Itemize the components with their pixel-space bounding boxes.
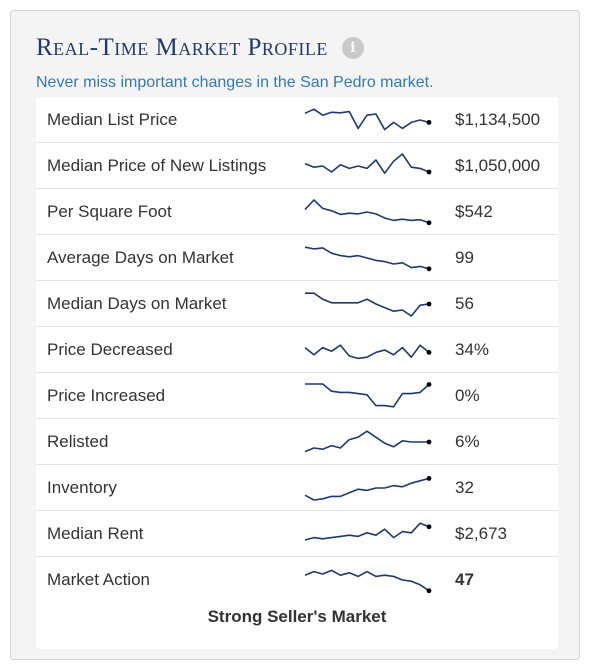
metric-row[interactable]: Relisted 6% xyxy=(36,419,558,465)
metric-value: $542 xyxy=(455,202,493,221)
metric-label: Market Action xyxy=(47,570,150,589)
sparkline-path xyxy=(304,153,430,175)
trend-sparkline xyxy=(304,246,432,272)
sparkline-path xyxy=(305,292,430,317)
metric-value: 34% xyxy=(455,340,490,359)
metric-row[interactable]: Per Square Foot $542 xyxy=(36,189,558,235)
trend-sparkline xyxy=(304,108,432,131)
sparkline-end-dot xyxy=(426,439,432,445)
sparkline-path xyxy=(304,569,430,592)
title-row: Real-Time Market Profile i xyxy=(36,33,364,63)
metric-label: Inventory xyxy=(47,478,117,497)
metric-value: $1,050,000 xyxy=(455,156,541,175)
metric-value: 56 xyxy=(455,294,474,313)
metric-label: Price Increased xyxy=(47,386,166,405)
metric-value: 6% xyxy=(455,432,480,451)
trend-sparkline xyxy=(304,569,432,594)
metric-value: 99 xyxy=(455,248,474,267)
metric-label: Median Days on Market xyxy=(47,294,227,313)
metric-label: Median List Price xyxy=(47,110,178,129)
sparkline-end-dot xyxy=(426,476,432,481)
sparkline-end-dot xyxy=(426,220,432,226)
metrics-card: Median List Price $1,134,500 Median Price … xyxy=(36,97,558,649)
sparkline-end-dot xyxy=(426,382,432,387)
metric-row[interactable]: Median Rent $2,673 xyxy=(36,511,558,557)
metric-row[interactable]: Price Increased 0% xyxy=(36,373,558,419)
metric-row[interactable]: Median Price of New Listings $1,050,000 xyxy=(36,143,558,189)
metric-row[interactable]: Inventory 32 xyxy=(36,465,558,511)
metric-label: Median Rent xyxy=(47,524,144,543)
metric-label: Per Square Foot xyxy=(47,202,172,221)
sparkline-path xyxy=(304,344,430,360)
trend-sparkline xyxy=(304,522,432,541)
sparkline-path xyxy=(304,430,429,453)
info-icon[interactable]: i xyxy=(341,37,364,59)
sparkline-end-dot xyxy=(426,120,432,125)
sparkline-path xyxy=(304,246,430,270)
metric-value: $2,673 xyxy=(455,524,507,543)
widget-title: Real-Time Market Profile xyxy=(36,34,328,61)
sparkline-end-dot xyxy=(426,301,432,307)
metric-value: 0% xyxy=(455,386,480,405)
sparkline-path xyxy=(304,199,430,224)
metric-label: Median Price of New Listings xyxy=(47,156,267,175)
sparkline-end-dot xyxy=(426,350,432,355)
trend-sparkline xyxy=(304,199,432,226)
sparkline-path xyxy=(305,383,430,408)
sparkline-end-dot xyxy=(426,169,432,175)
trend-sparkline xyxy=(304,344,432,360)
trend-sparkline xyxy=(304,476,432,501)
trend-sparkline xyxy=(304,153,432,175)
market-summary: Strong Seller's Market xyxy=(207,607,387,626)
metric-row[interactable]: Market Action 47 xyxy=(36,557,558,603)
metric-row[interactable]: Average Days on Market 99 xyxy=(36,235,558,281)
trend-sparkline xyxy=(305,382,432,408)
metric-row[interactable]: Price Decreased 34% xyxy=(36,327,558,373)
sparkline-path xyxy=(304,477,430,501)
metric-label: Average Days on Market xyxy=(47,248,234,267)
metric-value: 32 xyxy=(455,478,474,497)
metric-value: $1,134,500 xyxy=(455,110,541,129)
widget-subtitle: Never miss important changes in the San … xyxy=(36,74,434,91)
metric-label: Relisted xyxy=(47,432,109,451)
market-profile-widget: Real-Time Market Profile i Never miss im… xyxy=(10,10,580,660)
sparkline-path xyxy=(304,108,430,131)
trend-sparkline xyxy=(304,430,432,453)
sparkline-path xyxy=(304,522,430,541)
trend-sparkline xyxy=(305,292,432,317)
sparkline-end-dot xyxy=(426,266,432,272)
metric-value: 47 xyxy=(455,570,474,589)
sparkline-end-dot xyxy=(426,524,432,530)
sparkline-end-dot xyxy=(426,588,432,594)
metric-row[interactable]: Median Days on Market 56 xyxy=(36,281,558,327)
metric-label: Price Decreased xyxy=(47,340,173,359)
metric-row[interactable]: Median List Price $1,134,500 xyxy=(36,97,558,143)
